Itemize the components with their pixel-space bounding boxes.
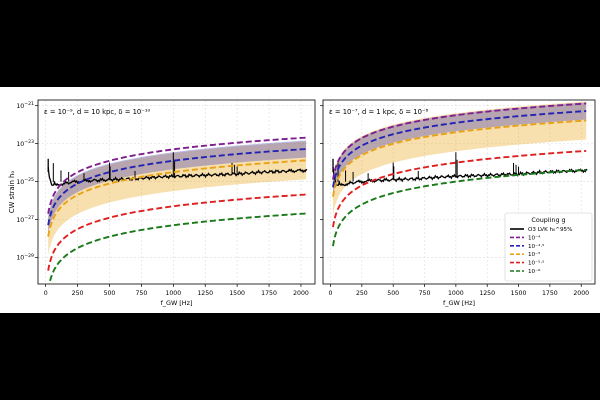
x-tick-label: 250 — [356, 290, 368, 297]
sensitivity-curve — [47, 167, 308, 187]
sensitivity-curve — [332, 167, 588, 187]
x-tick-label: 0 — [44, 290, 48, 297]
coupling-curve-m4 — [47, 136, 307, 214]
legend-label: O3 LVK h₀^95% — [528, 227, 572, 233]
x-axis-label: f_GW [Hz] — [161, 299, 193, 307]
y-tick-label: 10−21 — [16, 101, 34, 110]
legend-box — [504, 212, 593, 282]
uncertainty-band-m4_5 — [48, 140, 307, 234]
x-tick-label: 750 — [135, 290, 147, 297]
coupling-curve-m5_5 — [47, 193, 307, 271]
axes-frame — [37, 99, 316, 285]
coupling-curve-m4 — [332, 102, 587, 180]
legend-label: 10⁻⁶ — [528, 268, 541, 275]
y-tick-label: 10−23 — [16, 139, 34, 148]
legend-label: 10⁻⁵·⁵ — [528, 260, 544, 267]
legend: Coupling g O3 LVK h₀^95%10⁻⁴ 10⁻⁴·⁵10⁻⁵ 10⁻… — [504, 212, 593, 282]
chart-panel-1: 0 250 500 750 1000 1250 1500 1750 2000 10−21 10−23… — [8, 99, 316, 307]
x-tick-label: 750 — [419, 290, 431, 297]
y-tick-label: 10−29 — [16, 253, 34, 262]
coupling-curve-m5 — [332, 119, 587, 197]
coupling-curve-m6 — [332, 168, 587, 247]
coupling-curve-m5 — [47, 159, 307, 237]
x-tick-label: 2000 — [293, 290, 309, 297]
x-tick-label: 500 — [387, 290, 399, 297]
chart-panel-2: 0 250 500 750 1000 1250 1500 1750 2000 f_GW [Hz] ε… — [320, 99, 596, 307]
y-axis-label: CW strain h₀ — [8, 171, 16, 213]
axes-frame — [322, 99, 596, 285]
figure-background — [0, 87, 600, 313]
uncertainty-band-m4_5 — [333, 102, 587, 196]
y-tick-label: 10−27 — [16, 215, 34, 224]
x-axis-label: f_GW [Hz] — [443, 299, 475, 307]
legend-label: 10⁻⁴·⁵ — [528, 243, 544, 250]
plot-area — [332, 101, 588, 247]
legend-title: Coupling g — [531, 216, 565, 224]
coupling-curve-m5_5 — [332, 149, 587, 228]
x-tick-label: 1750 — [261, 290, 277, 297]
panel-annotation: ε = 10⁻⁹, d = 10 kpc, δ = 10⁻¹⁰ — [44, 108, 151, 116]
x-tick-label: 1500 — [511, 290, 527, 297]
x-tick-label: 1500 — [229, 290, 245, 297]
x-tick-label: 0 — [329, 290, 333, 297]
x-tick-label: 1250 — [197, 290, 213, 297]
panel-annotation: ε = 10⁻⁷, d = 1 kpc, δ = 10⁻⁸ — [329, 108, 429, 116]
uncertainty-band-m5 — [48, 141, 307, 256]
x-tick-label: 1250 — [479, 290, 495, 297]
x-tick-label: 2000 — [573, 290, 589, 297]
coupling-curve-m6 — [48, 212, 307, 284]
y-tick-label: 10−25 — [16, 177, 34, 186]
coupling-curve-m4_5 — [332, 110, 587, 188]
x-tick-label: 1000 — [165, 290, 181, 297]
x-tick-label: 500 — [104, 290, 116, 297]
coupling-curve-m4_5 — [47, 148, 307, 226]
uncertainty-band-m5 — [333, 101, 587, 216]
legend-label: 10⁻⁴ — [528, 234, 541, 241]
x-tick-label: 1000 — [448, 290, 464, 297]
plot-area — [47, 136, 308, 284]
legend-label: 10⁻⁵ — [528, 251, 540, 258]
x-tick-label: 1750 — [542, 290, 558, 297]
x-tick-label: 250 — [72, 290, 84, 297]
